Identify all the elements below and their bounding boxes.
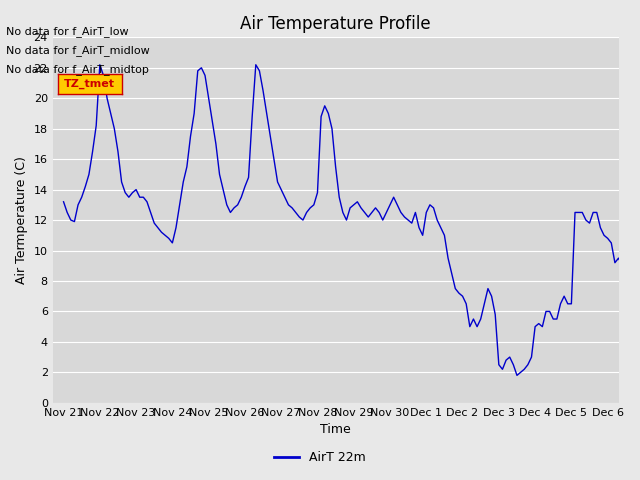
Text: No data for f_AirT_midlow: No data for f_AirT_midlow [6, 45, 150, 56]
Y-axis label: Air Termperature (C): Air Termperature (C) [15, 156, 28, 284]
Text: TZ_tmet: TZ_tmet [64, 79, 115, 89]
Legend: AirT 22m: AirT 22m [269, 446, 371, 469]
X-axis label: Time: Time [320, 423, 351, 436]
Text: No data for f_AirT_low: No data for f_AirT_low [6, 25, 129, 36]
Text: No data for f_AirT_midtop: No data for f_AirT_midtop [6, 64, 149, 75]
Title: Air Temperature Profile: Air Temperature Profile [240, 15, 431, 33]
